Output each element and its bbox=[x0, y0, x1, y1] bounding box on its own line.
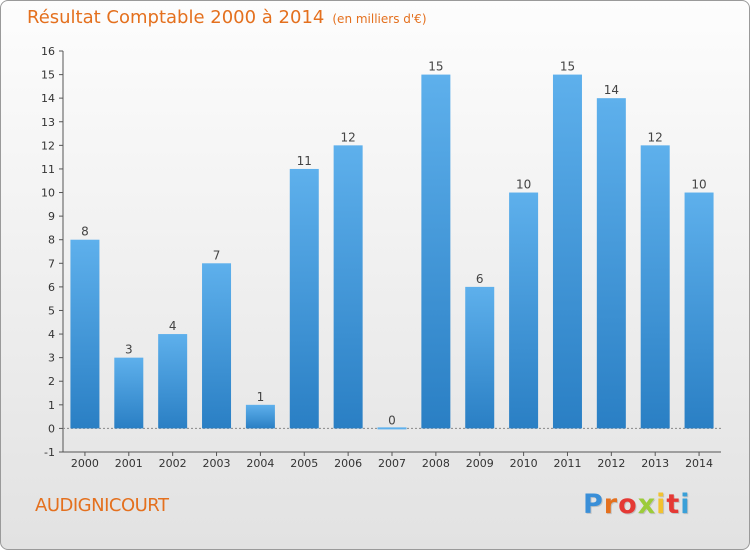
data-label-2004: 1 bbox=[257, 390, 265, 404]
data-label-2008: 15 bbox=[428, 60, 443, 74]
y-tick-label: 11 bbox=[41, 163, 55, 176]
logo-letter: t bbox=[666, 489, 681, 520]
logo-letter: i bbox=[680, 489, 691, 520]
x-tick-label: 2003 bbox=[203, 457, 231, 470]
bar-2008 bbox=[421, 74, 451, 429]
x-tick-label: 2004 bbox=[246, 457, 274, 470]
logo-letter: i bbox=[656, 489, 667, 520]
data-label-2003: 7 bbox=[213, 248, 221, 262]
chart-subtitle: (en milliers d'€) bbox=[332, 12, 427, 26]
data-label-2006: 12 bbox=[340, 130, 355, 144]
proxiti-logo: Proxiti bbox=[583, 489, 691, 520]
bar-2002 bbox=[158, 334, 188, 429]
bar-2003 bbox=[202, 263, 232, 429]
y-tick-label: 8 bbox=[48, 234, 55, 247]
bar-2012 bbox=[596, 98, 626, 429]
logo-letter: r bbox=[603, 489, 619, 520]
logo-letter: P bbox=[583, 489, 604, 520]
y-tick-label: 2 bbox=[48, 375, 55, 388]
commune-name: AUDIGNICOURT bbox=[35, 495, 169, 516]
x-tick-label: 2008 bbox=[422, 457, 450, 470]
x-tick-label: 2009 bbox=[466, 457, 494, 470]
bar-2010 bbox=[509, 192, 539, 429]
x-tick-label: 2010 bbox=[510, 457, 538, 470]
data-label-2005: 11 bbox=[297, 154, 312, 168]
y-tick-label: 6 bbox=[48, 281, 55, 294]
y-tick-label: 5 bbox=[48, 304, 55, 317]
y-tick-label: 9 bbox=[48, 210, 55, 223]
bar-2009 bbox=[465, 286, 495, 429]
bar-2000 bbox=[70, 239, 100, 429]
x-tick-label: 2001 bbox=[115, 457, 143, 470]
y-tick-label: 0 bbox=[48, 422, 55, 435]
y-tick-label: 16 bbox=[41, 45, 55, 58]
bars bbox=[70, 74, 714, 430]
x-tick-label: 2002 bbox=[159, 457, 187, 470]
x-tick-label: 2006 bbox=[334, 457, 362, 470]
data-label-2012: 14 bbox=[604, 83, 619, 97]
x-tick-label: 2011 bbox=[553, 457, 581, 470]
y-tick-label: 10 bbox=[41, 187, 55, 200]
data-label-2000: 8 bbox=[81, 225, 89, 239]
data-label-2014: 10 bbox=[691, 178, 706, 192]
bar-2001 bbox=[114, 357, 144, 429]
y-tick-label: 12 bbox=[41, 139, 55, 152]
data-label-2011: 15 bbox=[560, 60, 575, 74]
y-tick-label: 14 bbox=[41, 92, 55, 105]
logo-letter: x bbox=[637, 489, 657, 520]
bar-2005 bbox=[289, 168, 319, 429]
logo-letter: o bbox=[618, 489, 638, 520]
data-label-2009: 6 bbox=[476, 272, 484, 286]
bar-2004 bbox=[245, 404, 275, 429]
bar-2011 bbox=[552, 74, 582, 429]
data-label-2007: 0 bbox=[388, 413, 396, 427]
y-tick-label: 1 bbox=[48, 399, 55, 412]
x-tick-label: 2013 bbox=[641, 457, 669, 470]
y-tick-label: 15 bbox=[41, 69, 55, 82]
x-tick-label: 2014 bbox=[685, 457, 713, 470]
data-label-2002: 4 bbox=[169, 319, 177, 333]
y-tick-label: 7 bbox=[48, 257, 55, 270]
y-tick-label: 4 bbox=[48, 328, 55, 341]
y-tick-label: -1 bbox=[44, 446, 55, 459]
y-tick-label: 13 bbox=[41, 116, 55, 129]
chart-title-text: Résultat Comptable 2000 à 2014 bbox=[27, 7, 325, 28]
x-tick-label: 2000 bbox=[71, 457, 99, 470]
bar-2014 bbox=[684, 192, 714, 429]
x-tick-label: 2005 bbox=[290, 457, 318, 470]
chart-title: Résultat Comptable 2000 à 2014 (en millie… bbox=[27, 7, 427, 28]
data-label-2010: 10 bbox=[516, 178, 531, 192]
data-label-2001: 3 bbox=[125, 343, 133, 357]
bar-2006 bbox=[333, 145, 363, 429]
x-tick-label: 2007 bbox=[378, 457, 406, 470]
data-label-2013: 12 bbox=[648, 130, 663, 144]
bar-2013 bbox=[640, 145, 670, 429]
y-tick-label: 3 bbox=[48, 352, 55, 365]
x-tick-label: 2012 bbox=[597, 457, 625, 470]
